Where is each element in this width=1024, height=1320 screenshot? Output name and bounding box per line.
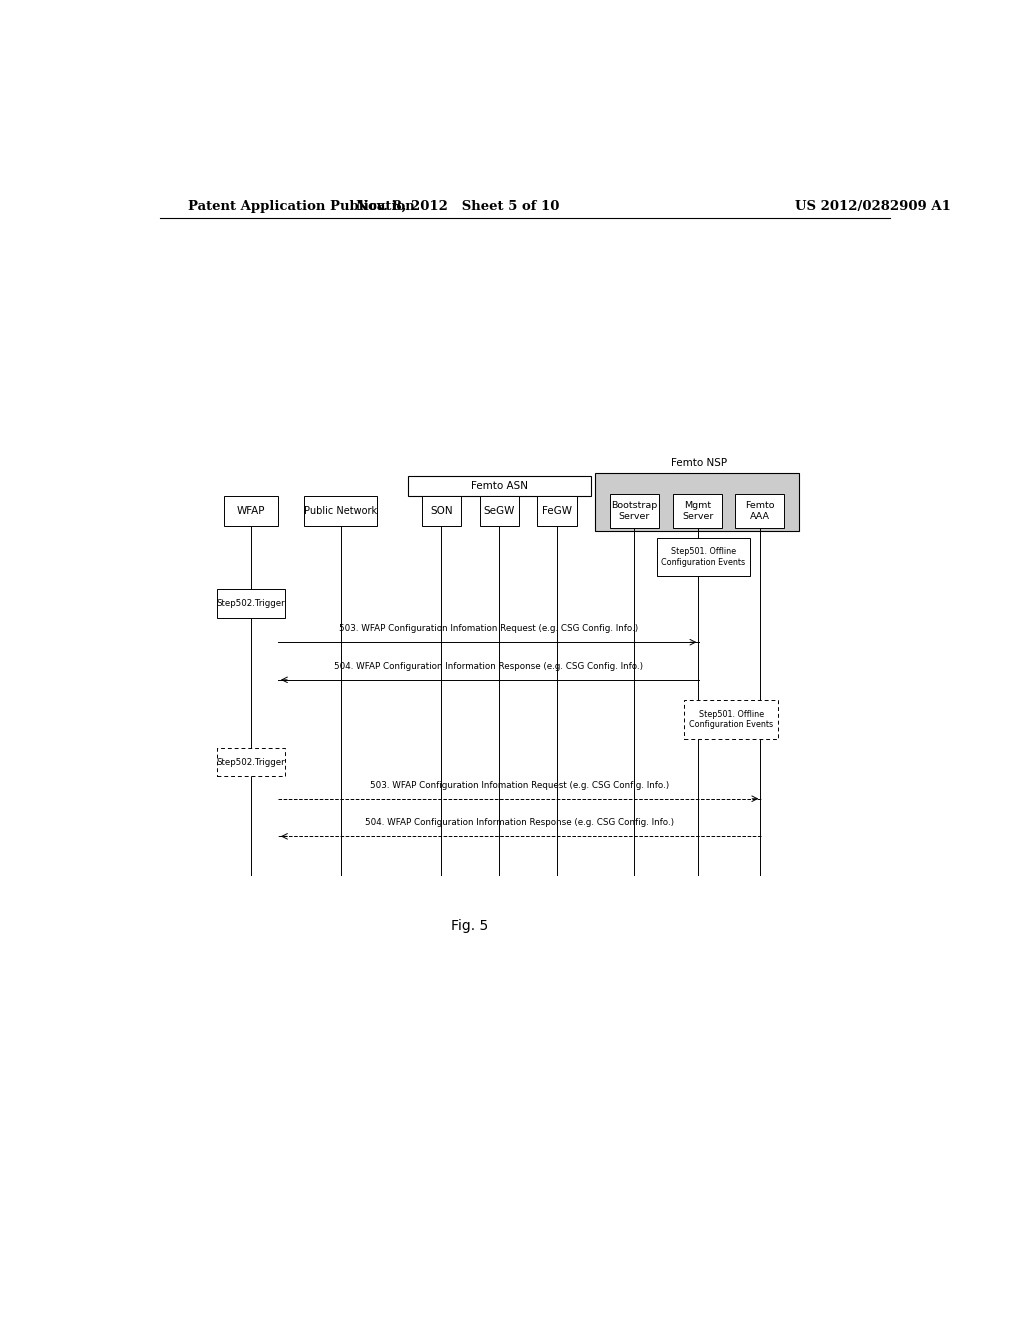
Bar bbox=[595, 474, 800, 532]
Text: Step502.Trigger: Step502.Trigger bbox=[217, 758, 286, 767]
Text: Step502.Trigger: Step502.Trigger bbox=[217, 599, 286, 609]
Text: 504. WFAP Configuration Information Response (e.g. CSG Config. Info.): 504. WFAP Configuration Information Resp… bbox=[334, 661, 643, 671]
Bar bbox=[217, 748, 285, 776]
Text: SeGW: SeGW bbox=[483, 506, 515, 516]
Bar bbox=[422, 496, 461, 527]
Text: Femto ASN: Femto ASN bbox=[471, 480, 528, 491]
Text: SON: SON bbox=[430, 506, 453, 516]
Bar bbox=[479, 496, 519, 527]
Bar bbox=[735, 494, 784, 528]
Bar bbox=[609, 494, 658, 528]
Bar bbox=[538, 496, 578, 527]
Bar bbox=[217, 589, 285, 618]
Text: Mgmt
Server: Mgmt Server bbox=[682, 502, 714, 521]
Text: FeGW: FeGW bbox=[543, 506, 572, 516]
Text: Bootstrap
Server: Bootstrap Server bbox=[611, 502, 657, 521]
Text: 503. WFAP Configuration Infomation Request (e.g. CSG Config. Info.): 503. WFAP Configuration Infomation Reque… bbox=[339, 624, 638, 634]
Bar bbox=[409, 475, 591, 496]
Text: US 2012/0282909 A1: US 2012/0282909 A1 bbox=[795, 199, 950, 213]
Bar bbox=[656, 537, 751, 576]
Text: Femto
AAA: Femto AAA bbox=[744, 502, 774, 521]
Text: Femto NSP: Femto NSP bbox=[672, 458, 727, 469]
Bar bbox=[304, 496, 377, 527]
Text: Step501. Offline
Configuration Events: Step501. Offline Configuration Events bbox=[662, 546, 745, 566]
Text: Fig. 5: Fig. 5 bbox=[451, 919, 487, 933]
Bar bbox=[684, 700, 778, 739]
Text: 504. WFAP Configuration Information Response (e.g. CSG Config. Info.): 504. WFAP Configuration Information Resp… bbox=[366, 818, 674, 828]
Text: 503. WFAP Configuration Infomation Request (e.g. CSG Config. Info.): 503. WFAP Configuration Infomation Reque… bbox=[370, 780, 670, 789]
Text: Step501. Offline
Configuration Events: Step501. Offline Configuration Events bbox=[689, 710, 773, 729]
Bar bbox=[224, 496, 278, 527]
Text: Patent Application Publication: Patent Application Publication bbox=[187, 199, 415, 213]
Bar bbox=[673, 494, 722, 528]
Text: Public Network: Public Network bbox=[304, 506, 377, 516]
Text: WFAP: WFAP bbox=[237, 506, 265, 516]
Text: Nov. 8, 2012   Sheet 5 of 10: Nov. 8, 2012 Sheet 5 of 10 bbox=[355, 199, 559, 213]
